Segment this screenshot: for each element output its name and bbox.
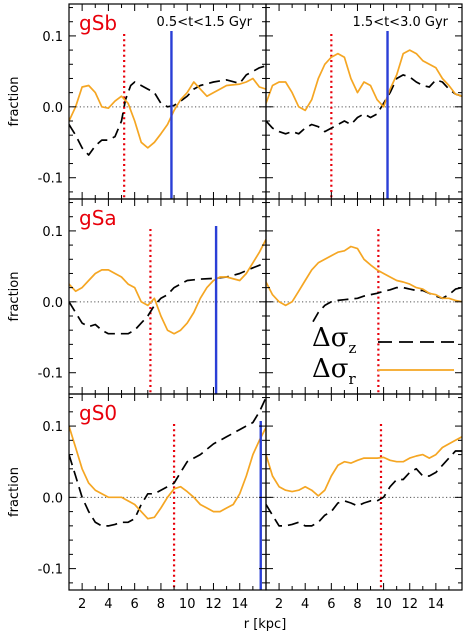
sigma-z-line (266, 74, 462, 135)
x-axis-title: r [kpc] (244, 617, 287, 632)
y-tick-label: 0.1 (42, 420, 63, 435)
model-label: gS0 (79, 401, 117, 425)
panel-0: -0.1 0.0 0.1 fraction gSb 0.5<t<1.5 Gyr (7, 3, 267, 200)
sigma-r-line (69, 425, 266, 520)
time-range-label: 0.5<t<1.5 Gyr (157, 15, 253, 30)
sigma-r-line (266, 49, 462, 112)
y-tick-label: 0.1 (42, 30, 63, 45)
x-tick-label: 8 (157, 597, 165, 612)
x-tick-label: 12 (205, 597, 222, 612)
sigma-z-line (69, 262, 266, 335)
legend-label: Δσz (312, 323, 357, 357)
sigma-z-line (266, 450, 462, 527)
y-tick-label: 0.1 (42, 225, 63, 240)
y-axis-title: fraction (7, 77, 22, 127)
legend-entry-z: Δσz (312, 323, 454, 357)
y-tick-label: 0.0 (42, 101, 63, 116)
panel-2: -0.1 0.0 0.1 fraction gSa (7, 198, 267, 395)
sigma-z-line (69, 64, 266, 156)
x-tick-label: 2 (78, 597, 86, 612)
x-tick-label: 14 (428, 597, 445, 612)
y-axis-title: fraction (7, 467, 22, 517)
sigma-z-line (69, 397, 266, 527)
legend-label: Δσr (312, 354, 357, 388)
x-tick-label: 8 (353, 597, 361, 612)
x-tick-label: 14 (231, 597, 248, 612)
sigma-r-line (266, 245, 462, 307)
x-tick-label: 10 (179, 597, 196, 612)
sigma-z-line (312, 286, 462, 323)
x-tick-label: 4 (301, 597, 309, 612)
panel-5: 2 4 6 8 10 12 14 (265, 393, 463, 612)
legend-subscript: z (349, 339, 357, 357)
panel-4: -0.1 0.0 0.1 fraction 2 4 6 8 10 12 14 gS0 (7, 393, 267, 612)
y-tick-label: -0.1 (38, 563, 63, 578)
time-range-label: 1.5<t<3.0 Gyr (353, 15, 449, 30)
sigma-r-line (266, 436, 462, 497)
y-axis-title: fraction (7, 272, 22, 322)
y-tick-label: 0.0 (42, 491, 63, 506)
panel-grid: -0.1 0.0 0.1 fraction gSb 0.5<t<1.5 Gyr 1.5<t<… (7, 3, 463, 612)
x-tick-label: 6 (131, 597, 139, 612)
y-tick-label: 0.0 (42, 296, 63, 311)
x-tick-label: 6 (327, 597, 335, 612)
y-tick-label: -0.1 (38, 367, 63, 382)
panel-frame (265, 393, 463, 591)
legend-subscript: r (349, 370, 357, 388)
panel-1: 1.5<t<3.0 Gyr (265, 3, 463, 200)
sigma-r-line (69, 77, 266, 149)
model-label: gSa (79, 206, 117, 230)
x-tick-label: 10 (375, 597, 392, 612)
x-tick-label: 4 (104, 597, 112, 612)
x-tick-label: 12 (401, 597, 418, 612)
panel-3 (265, 198, 463, 395)
legend-entry-r: Δσr (312, 354, 454, 388)
sigma-r-line (69, 239, 266, 335)
x-tick-label: 2 (275, 597, 283, 612)
y-tick-label: -0.1 (38, 172, 63, 187)
model-label: gSb (79, 11, 117, 35)
